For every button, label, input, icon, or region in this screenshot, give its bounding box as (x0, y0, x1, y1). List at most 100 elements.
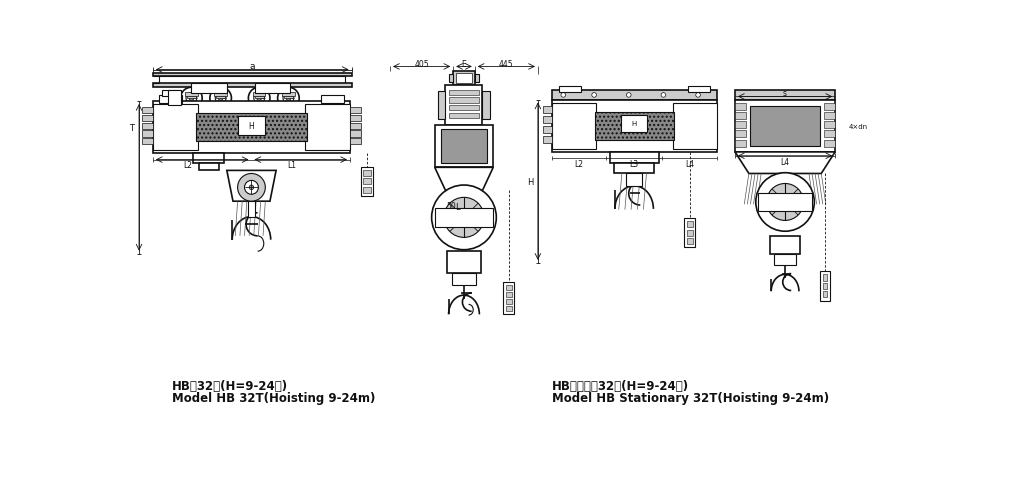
Bar (825, 122, 835, 129)
Bar (363, 187, 371, 193)
Bar (143, 116, 153, 122)
Circle shape (165, 119, 183, 137)
Bar (823, 292, 828, 298)
Circle shape (767, 184, 803, 221)
Circle shape (686, 117, 705, 136)
Bar (686, 230, 692, 236)
Bar (552, 91, 718, 100)
Circle shape (561, 93, 566, 98)
Text: H: H (248, 122, 254, 131)
Bar (543, 136, 552, 144)
Bar (626, 174, 641, 186)
Bar (735, 100, 835, 152)
Bar (455, 74, 472, 84)
Circle shape (189, 96, 193, 101)
Bar (735, 91, 835, 100)
Bar (449, 106, 479, 111)
Circle shape (692, 123, 698, 130)
Bar (506, 300, 512, 304)
Bar (143, 131, 153, 137)
Bar (825, 140, 835, 147)
Circle shape (570, 123, 576, 130)
Polygon shape (435, 168, 494, 191)
Text: H: H (527, 177, 533, 186)
Bar (595, 113, 674, 140)
Bar (143, 123, 153, 130)
Bar (216, 96, 225, 99)
Circle shape (156, 109, 193, 147)
Bar (153, 105, 197, 151)
Text: L4: L4 (685, 160, 694, 168)
Text: L2: L2 (183, 161, 192, 170)
Bar (449, 91, 479, 96)
Bar (215, 92, 227, 96)
Bar (435, 126, 494, 168)
Bar (474, 75, 479, 83)
Bar (254, 83, 290, 94)
Bar (438, 92, 446, 120)
Bar (363, 179, 371, 185)
Circle shape (257, 96, 262, 101)
Bar (196, 114, 306, 142)
Text: L3: L3 (629, 160, 638, 168)
Bar (503, 283, 514, 315)
Bar (159, 77, 345, 83)
Bar (191, 83, 227, 94)
Circle shape (661, 93, 666, 98)
Bar (823, 275, 828, 281)
Bar (610, 152, 659, 164)
Bar (153, 102, 350, 154)
Bar (684, 219, 695, 248)
Bar (750, 106, 819, 147)
Circle shape (778, 195, 793, 210)
Bar (254, 96, 264, 99)
Circle shape (309, 109, 347, 147)
Bar (506, 286, 512, 290)
Bar (543, 126, 552, 134)
Bar (735, 113, 746, 120)
Text: 405: 405 (414, 60, 429, 69)
Bar (449, 113, 479, 119)
Bar (435, 209, 494, 227)
Text: 445: 445 (499, 60, 514, 69)
Circle shape (171, 125, 177, 131)
Bar (735, 122, 746, 129)
Circle shape (782, 199, 788, 206)
Text: T: T (129, 123, 134, 133)
Bar (350, 139, 360, 145)
Bar (305, 105, 350, 151)
Bar (483, 92, 490, 120)
Circle shape (249, 186, 253, 190)
Bar (543, 117, 552, 124)
Circle shape (626, 93, 631, 98)
Text: Model HB 32T(Hoisting 9-24m): Model HB 32T(Hoisting 9-24m) (172, 391, 376, 404)
Circle shape (677, 108, 715, 145)
Bar (237, 117, 266, 136)
Bar (758, 193, 812, 212)
Bar (363, 170, 371, 176)
Bar (506, 292, 512, 297)
Bar (506, 306, 512, 311)
Bar (823, 283, 828, 289)
Text: H: H (631, 121, 637, 127)
Bar (821, 272, 830, 301)
Bar (350, 116, 360, 122)
Bar (686, 239, 692, 245)
Bar (686, 222, 692, 228)
Bar (162, 91, 179, 97)
Bar (447, 252, 480, 273)
Bar (247, 202, 256, 217)
Bar (360, 167, 374, 197)
Bar (446, 86, 483, 126)
Bar (453, 72, 474, 86)
Bar (284, 96, 293, 99)
Bar (200, 164, 219, 171)
Polygon shape (227, 171, 276, 202)
Bar (552, 100, 718, 152)
Text: L4: L4 (781, 157, 790, 166)
Circle shape (432, 186, 497, 250)
Bar (735, 131, 746, 138)
Bar (253, 92, 266, 96)
Circle shape (244, 181, 259, 195)
Bar (168, 91, 180, 106)
